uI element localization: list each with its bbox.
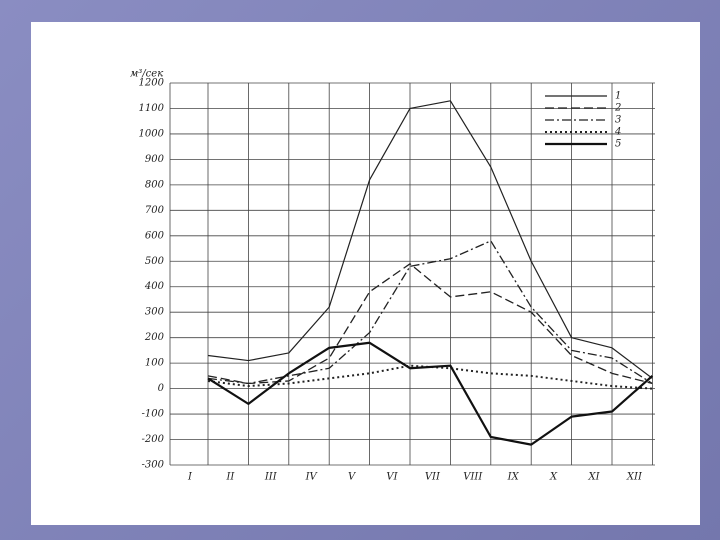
x-tick-label: IV xyxy=(305,472,319,483)
y-tick-label: 1000 xyxy=(139,128,165,139)
x-tick-label: III xyxy=(264,472,278,483)
x-tick-label: XI xyxy=(587,472,600,483)
y-tick-label: 1100 xyxy=(139,103,165,114)
legend-label: 2 xyxy=(614,103,621,114)
legend-label: 1 xyxy=(615,91,621,102)
y-tick-label: 500 xyxy=(145,256,165,267)
y-tick-label: 800 xyxy=(145,179,165,190)
y-tick-label: 200 xyxy=(144,332,165,343)
x-tick-label: IX xyxy=(507,472,520,483)
series-line xyxy=(207,341,654,446)
y-tick-label: -100 xyxy=(142,409,165,420)
y-tick-label: 400 xyxy=(144,281,165,292)
x-tick-label: VIII xyxy=(463,472,483,483)
x-tick-label: XII xyxy=(626,472,643,483)
y-tick-label: 1200 xyxy=(139,78,165,89)
y-tick-label: 700 xyxy=(145,205,165,216)
slide-panel xyxy=(31,22,700,525)
legend-label: 3 xyxy=(615,115,621,126)
legend-label: 5 xyxy=(615,139,621,150)
x-tick-label: V xyxy=(348,472,357,483)
y-axis-label: м³/сек xyxy=(130,69,163,80)
y-tick-label: 900 xyxy=(145,154,165,165)
x-tick-label: II xyxy=(225,472,235,483)
y-tick-label: 300 xyxy=(145,307,165,318)
y-tick-label: 600 xyxy=(145,230,165,241)
x-tick-label: VI xyxy=(386,472,398,483)
y-tick-label: 100 xyxy=(145,358,165,369)
y-tick-label: -200 xyxy=(142,434,165,445)
legend-label: 4 xyxy=(614,127,621,138)
x-tick-label: I xyxy=(187,472,193,483)
x-tick-label: VII xyxy=(425,472,441,483)
x-tick-label: X xyxy=(549,472,558,483)
y-tick-label: 0 xyxy=(158,383,165,394)
y-tick-label: -300 xyxy=(142,460,165,471)
series-line xyxy=(207,263,653,385)
series-line xyxy=(207,100,653,379)
